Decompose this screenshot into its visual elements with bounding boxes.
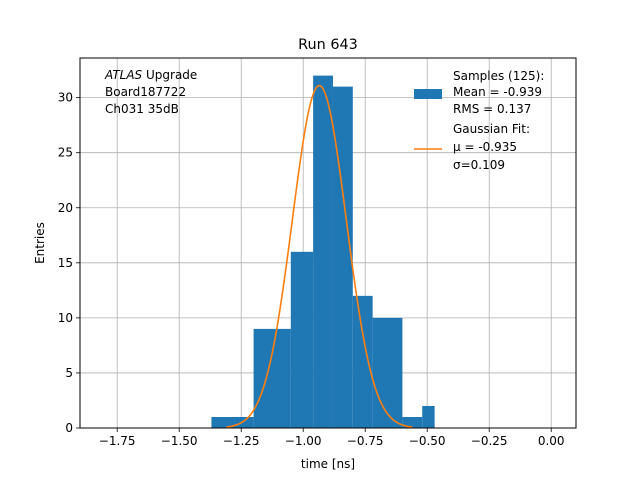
legend-swatch-samples <box>414 89 442 99</box>
histogram-bar <box>353 296 373 428</box>
x-tick-label: −1.25 <box>223 434 260 448</box>
legend-samples-rms: RMS = 0.137 <box>453 102 531 116</box>
y-tick-label: 20 <box>58 201 73 215</box>
x-tick-label: −0.25 <box>471 434 508 448</box>
annotation-upgrade: Upgrade <box>142 68 197 82</box>
annotation-line-1: ATLAS Upgrade <box>104 68 197 82</box>
histogram-bar <box>291 252 313 428</box>
x-tick-label: −1.00 <box>285 434 322 448</box>
x-tick-label: −0.75 <box>347 434 384 448</box>
y-tick-label: 0 <box>65 421 73 435</box>
y-tick-label: 5 <box>65 366 73 380</box>
x-tick-label: −1.75 <box>99 434 136 448</box>
histogram-bar <box>422 406 434 428</box>
y-tick-label: 25 <box>58 146 73 160</box>
annotation-board: Board187722 <box>105 85 186 99</box>
x-axis-label: time [ns] <box>301 457 355 471</box>
histogram-bar <box>333 87 353 428</box>
chart-title: Run 643 <box>298 37 358 53</box>
legend-fit-label: Gaussian Fit: <box>453 122 530 136</box>
legend-samples-mean: Mean = -0.939 <box>453 85 542 99</box>
histogram-bar <box>254 329 291 428</box>
y-axis-label: Entries <box>33 222 47 264</box>
x-tick-label: −0.50 <box>409 434 446 448</box>
histogram-bar <box>313 76 333 428</box>
legend-fit-sigma: σ=0.109 <box>453 158 505 172</box>
histogram-bar <box>373 318 403 428</box>
legend-samples-label: Samples (125): <box>453 69 544 83</box>
y-tick-label: 10 <box>58 311 73 325</box>
legend-fit-mu: μ = -0.935 <box>453 140 517 154</box>
y-tick-label: 15 <box>58 256 73 270</box>
annotation-channel: Ch031 35dB <box>105 102 179 116</box>
x-tick-label: −1.50 <box>161 434 198 448</box>
x-tick-label: 0.00 <box>538 434 565 448</box>
annotation-atlas: ATLAS <box>104 68 143 82</box>
y-tick-label: 30 <box>58 91 73 105</box>
